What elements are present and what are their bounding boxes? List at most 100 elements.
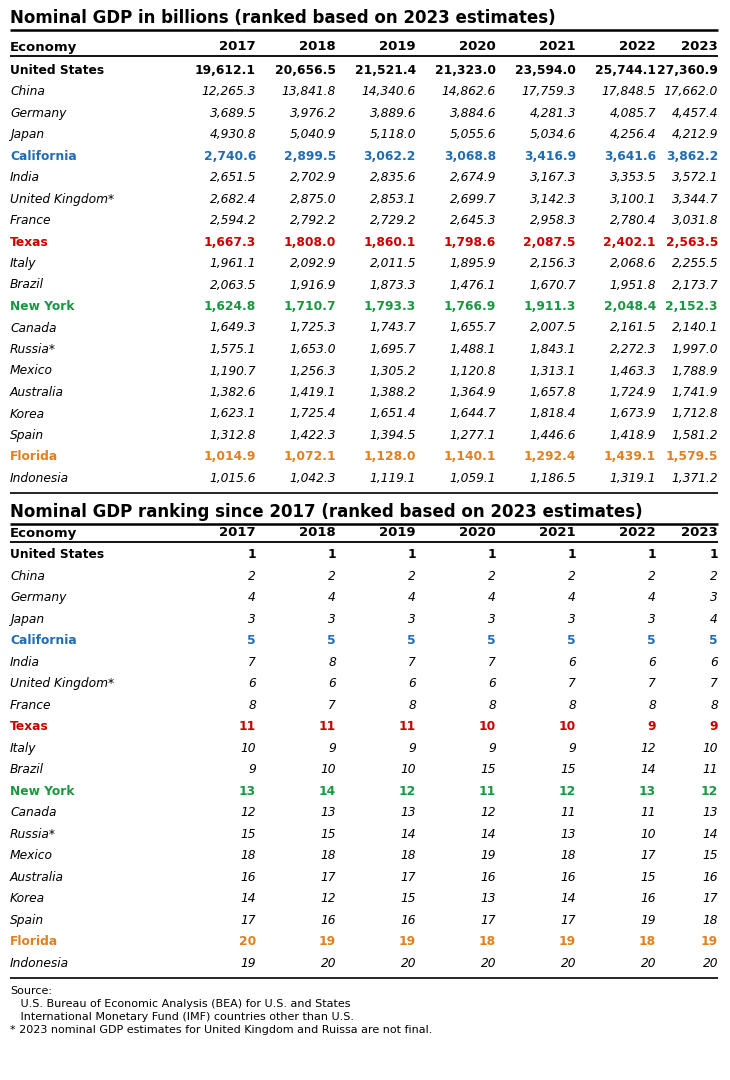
Text: 11: 11: [239, 720, 256, 733]
Text: 1,653.0: 1,653.0: [290, 343, 336, 356]
Text: United Kingdom*: United Kingdom*: [10, 677, 114, 690]
Text: Brazil: Brazil: [10, 279, 44, 292]
Text: 2,152.3: 2,152.3: [666, 300, 718, 313]
Text: * 2023 nominal GDP estimates for United Kingdom and Ruissa are not final.: * 2023 nominal GDP estimates for United …: [10, 1025, 432, 1035]
Text: 2,402.1: 2,402.1: [604, 235, 656, 248]
Text: 3,062.2: 3,062.2: [364, 149, 416, 162]
Text: 16: 16: [240, 870, 256, 883]
Text: 3,416.9: 3,416.9: [524, 149, 576, 162]
Text: 2,140.1: 2,140.1: [672, 322, 718, 335]
Text: 5: 5: [488, 634, 496, 647]
Text: 7: 7: [408, 656, 416, 669]
Text: 19: 19: [559, 935, 576, 948]
Text: 2,899.5: 2,899.5: [284, 149, 336, 162]
Text: 20: 20: [561, 957, 576, 970]
Text: 9: 9: [248, 764, 256, 777]
Text: 17: 17: [702, 892, 718, 905]
Text: United Kingdom*: United Kingdom*: [10, 192, 114, 205]
Text: 10: 10: [240, 742, 256, 755]
Text: 1,624.8: 1,624.8: [204, 300, 256, 313]
Text: 2,092.9: 2,092.9: [290, 257, 336, 270]
Text: 1,305.2: 1,305.2: [369, 365, 416, 378]
Text: 2: 2: [710, 570, 718, 583]
Text: 1,418.9: 1,418.9: [610, 429, 656, 442]
Text: 6: 6: [648, 656, 656, 669]
Text: 1,190.7: 1,190.7: [210, 365, 256, 378]
Text: 2,161.5: 2,161.5: [610, 322, 656, 335]
Text: Florida: Florida: [10, 450, 58, 463]
Text: Texas: Texas: [10, 720, 49, 733]
Text: 16: 16: [320, 914, 336, 927]
Text: 2,594.2: 2,594.2: [210, 214, 256, 227]
Text: 3,068.8: 3,068.8: [444, 149, 496, 162]
Text: 3: 3: [568, 612, 576, 626]
Text: United States: United States: [10, 64, 104, 77]
Text: 1,256.3: 1,256.3: [290, 365, 336, 378]
Text: 2,087.5: 2,087.5: [523, 235, 576, 248]
Text: 1,319.1: 1,319.1: [610, 472, 656, 485]
Text: Japan: Japan: [10, 129, 44, 141]
Text: 1,015.6: 1,015.6: [210, 472, 256, 485]
Text: 1,673.9: 1,673.9: [610, 407, 656, 420]
Text: 19: 19: [480, 849, 496, 863]
Text: 1,808.0: 1,808.0: [284, 235, 336, 248]
Text: 9: 9: [568, 742, 576, 755]
Text: 18: 18: [639, 935, 656, 948]
Text: 1,951.8: 1,951.8: [610, 279, 656, 292]
Text: Economy: Economy: [10, 40, 77, 54]
Text: 6: 6: [248, 677, 256, 690]
Text: 1,710.7: 1,710.7: [283, 300, 336, 313]
Text: 3: 3: [328, 612, 336, 626]
Text: 1,724.9: 1,724.9: [610, 386, 656, 399]
Text: 1: 1: [567, 549, 576, 562]
Text: 1,463.3: 1,463.3: [610, 365, 656, 378]
Text: 2,156.3: 2,156.3: [529, 257, 576, 270]
Text: 1,313.1: 1,313.1: [529, 365, 576, 378]
Text: 1,312.8: 1,312.8: [210, 429, 256, 442]
Text: 1,916.9: 1,916.9: [290, 279, 336, 292]
Text: 4,212.9: 4,212.9: [672, 129, 718, 141]
Text: 1,961.1: 1,961.1: [210, 257, 256, 270]
Text: 5: 5: [407, 634, 416, 647]
Text: 1,488.1: 1,488.1: [450, 343, 496, 356]
Text: 1: 1: [327, 549, 336, 562]
Text: 1,667.3: 1,667.3: [204, 235, 256, 248]
Text: 20: 20: [702, 957, 718, 970]
Text: Australia: Australia: [10, 870, 64, 883]
Text: 3,031.8: 3,031.8: [672, 214, 718, 227]
Text: France: France: [10, 699, 52, 712]
Text: 19: 19: [399, 935, 416, 948]
Text: Indonesia: Indonesia: [10, 472, 69, 485]
Text: 17,662.0: 17,662.0: [664, 85, 718, 98]
Text: 2: 2: [328, 570, 336, 583]
Text: Italy: Italy: [10, 742, 37, 755]
Text: Korea: Korea: [10, 892, 45, 905]
Text: 14,862.6: 14,862.6: [442, 85, 496, 98]
Text: 1,575.1: 1,575.1: [210, 343, 256, 356]
Text: 5: 5: [710, 634, 718, 647]
Text: 15: 15: [401, 892, 416, 905]
Text: 3,689.5: 3,689.5: [210, 107, 256, 120]
Text: 5: 5: [247, 634, 256, 647]
Text: 3: 3: [488, 612, 496, 626]
Text: Australia: Australia: [10, 386, 64, 399]
Text: 1,895.9: 1,895.9: [450, 257, 496, 270]
Text: 2,563.5: 2,563.5: [666, 235, 718, 248]
Text: 17: 17: [320, 870, 336, 883]
Text: 2018: 2018: [299, 526, 336, 540]
Text: 4,085.7: 4,085.7: [610, 107, 656, 120]
Text: Russia*: Russia*: [10, 828, 56, 841]
Text: 5,034.6: 5,034.6: [529, 129, 576, 141]
Text: 9: 9: [710, 720, 718, 733]
Text: 2,780.4: 2,780.4: [610, 214, 656, 227]
Text: 14: 14: [319, 785, 336, 798]
Text: 1,042.3: 1,042.3: [290, 472, 336, 485]
Text: California: California: [10, 634, 77, 647]
Text: 17,759.3: 17,759.3: [522, 85, 576, 98]
Text: 2017: 2017: [220, 40, 256, 54]
Text: 1,725.4: 1,725.4: [290, 407, 336, 420]
Text: 9: 9: [328, 742, 336, 755]
Text: 7: 7: [568, 677, 576, 690]
Text: 4: 4: [710, 612, 718, 626]
Text: 13: 13: [639, 785, 656, 798]
